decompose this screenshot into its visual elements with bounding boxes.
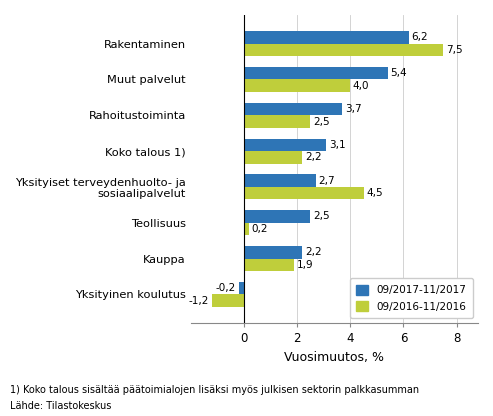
Text: 2,2: 2,2 [305,152,321,162]
Bar [244,67,387,79]
Text: 4,0: 4,0 [353,81,369,91]
Text: 1) Koko talous sisältää päätoimialojen lisäksi myös julkisen sektorin palkkasumm: 1) Koko talous sisältää päätoimialojen l… [10,385,419,395]
Bar [244,79,350,92]
Text: 1,9: 1,9 [297,260,314,270]
Legend: 09/2017-11/2017, 09/2016-11/2016: 09/2017-11/2017, 09/2016-11/2016 [350,278,473,318]
Text: 3,1: 3,1 [329,140,346,150]
Bar [244,223,249,235]
Bar [244,139,326,151]
Bar [244,44,443,56]
Text: 7,5: 7,5 [446,45,463,55]
Bar [244,246,302,258]
Bar [244,151,302,163]
Text: 0,2: 0,2 [252,224,268,234]
Text: 6,2: 6,2 [412,32,428,42]
Text: 2,2: 2,2 [305,247,321,257]
Text: -0,2: -0,2 [215,283,236,293]
Bar [244,258,294,271]
Text: -1,2: -1,2 [189,296,209,306]
Text: 4,5: 4,5 [366,188,383,198]
Bar [244,103,342,115]
Bar [244,174,316,187]
Text: 5,4: 5,4 [390,68,407,78]
Text: Lähde: Tilastokeskus: Lähde: Tilastokeskus [10,401,111,411]
Bar [244,31,409,44]
Bar [212,295,244,307]
X-axis label: Vuosimuutos, %: Vuosimuutos, % [284,351,385,364]
Bar [244,115,311,128]
Text: 2,5: 2,5 [313,116,330,126]
Bar [244,187,363,199]
Text: 3,7: 3,7 [345,104,361,114]
Text: 2,5: 2,5 [313,211,330,221]
Bar [244,210,311,223]
Bar [239,282,244,295]
Text: 2,7: 2,7 [318,176,335,186]
